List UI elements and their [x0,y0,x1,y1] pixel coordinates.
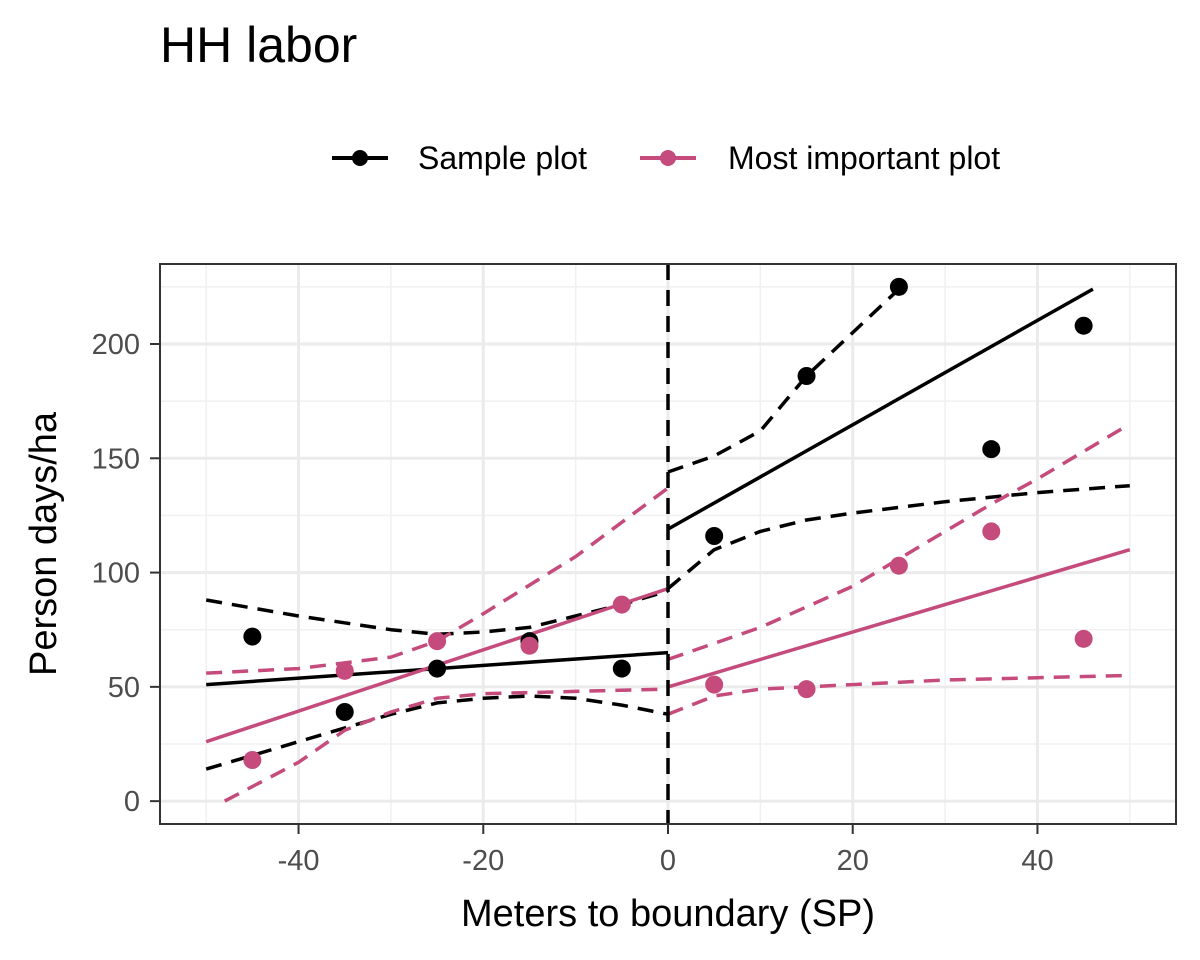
data-point-most-important-plot [335,661,354,680]
chart-title: HH labor [160,17,357,73]
legend: Sample plot Most important plot [332,140,1000,176]
data-point-most-important-plot [428,632,447,651]
data-point-sample-plot [243,627,262,646]
data-point-most-important-plot [982,522,1001,541]
data-point-sample-plot [705,527,724,545]
data-point-sample-plot [612,659,631,678]
axis-ticks: -40 -20 0 20 40 0 50 100 150 200 [92,329,1054,877]
data-point-sample-plot [335,703,354,721]
data-point-sample-plot [1074,316,1093,335]
data-point-most-important-plot [243,751,262,769]
plot-marks [205,264,1131,824]
x-tick-label: 0 [660,845,676,877]
x-tick-label: -40 [278,845,320,877]
x-tick-label: -20 [462,845,504,877]
ci-band-line-sample-plot [205,694,669,771]
ci-band-line-sample-plot [667,287,901,474]
ci-band-line-sample-plot [666,483,1130,590]
plot-border [159,263,1177,825]
data-point-most-important-plot [889,556,908,575]
y-tick-label: 100 [92,558,140,590]
fit-line-most-important-plot [667,548,1131,689]
ci-band-line-most-important-plot [667,673,1130,716]
legend-item-sample-plot: Sample plot [332,140,587,176]
y-axis-title: Person days/ha [23,411,65,676]
legend-key-point-most-important-plot [660,150,676,166]
data-point-most-important-plot [705,675,724,694]
y-tick-label: 50 [108,672,140,704]
data-point-most-important-plot [1074,629,1093,648]
data-point-most-important-plot [612,595,631,614]
fit-line-sample-plot [667,287,1094,531]
x-axis-title: Meters to boundary (SP) [461,893,875,935]
legend-item-most-important-plot: Most important plot [640,140,1000,176]
y-tick-label: 0 [124,786,140,818]
data-point-sample-plot [428,659,447,678]
data-point-sample-plot [797,367,816,385]
data-point-most-important-plot [797,680,816,699]
data-point-sample-plot [889,277,908,296]
data-point-most-important-plot [520,636,539,655]
y-tick-label: 200 [92,329,140,361]
y-tick-label: 150 [92,443,140,475]
x-tick-label: 20 [837,845,869,877]
x-tick-label: 40 [1021,845,1053,877]
legend-key-point-sample-plot [352,150,368,166]
ci-band-line-most-important-plot [223,687,669,803]
legend-label-most-important-plot: Most important plot [728,140,1000,176]
ci-band-line-most-important-plot [667,422,1131,662]
legend-label-sample-plot: Sample plot [418,140,587,176]
data-point-sample-plot [982,440,1001,459]
